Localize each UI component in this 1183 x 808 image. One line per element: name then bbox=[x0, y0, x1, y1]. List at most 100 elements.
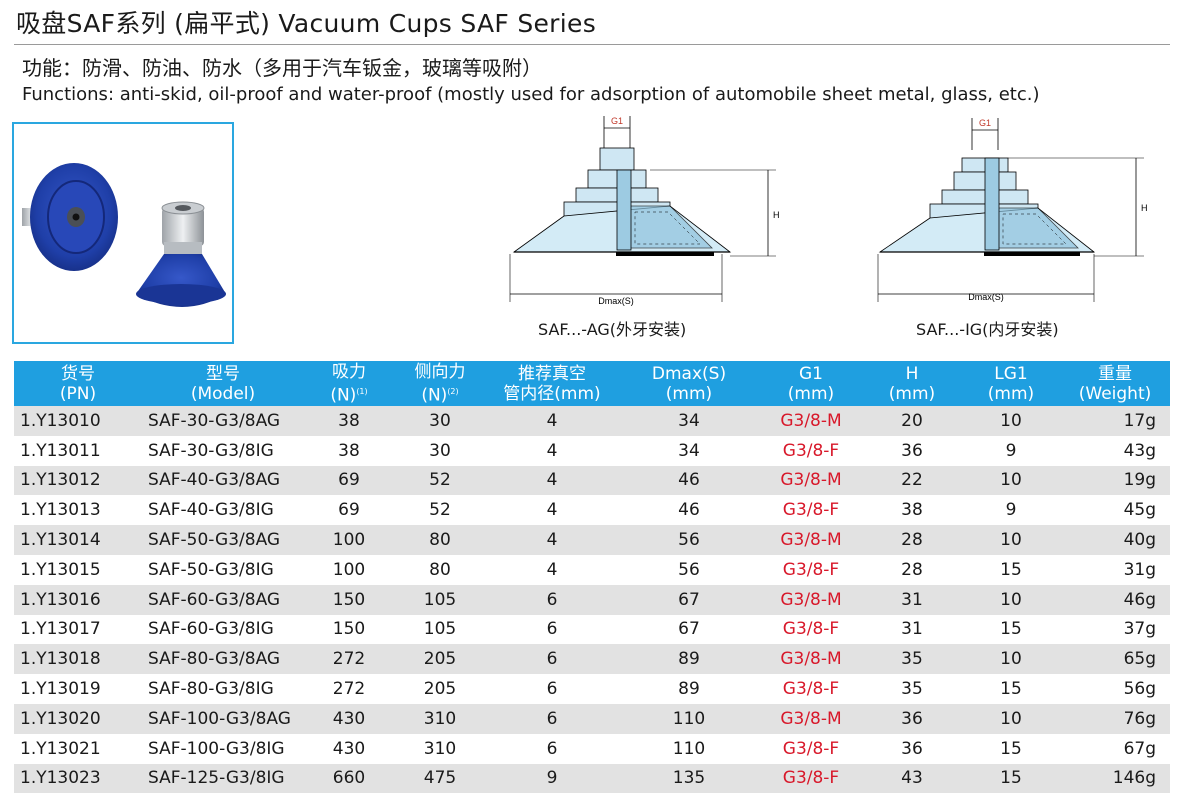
cell-lateral-force: 30 bbox=[394, 435, 486, 466]
cell-dmax: 34 bbox=[618, 435, 760, 466]
table-row: 1.Y13019 SAF-80-G3/8IG 272 205 6 89 G3/8-F 35 15… bbox=[14, 674, 1170, 704]
cell-suction-force: 660 bbox=[304, 763, 394, 794]
header-dmax: Dmax(S) (mm) bbox=[618, 361, 760, 406]
cell-dmax: 46 bbox=[618, 465, 760, 496]
cell-h: 20 bbox=[862, 406, 962, 436]
cell-lg1: 15 bbox=[962, 763, 1060, 794]
cell-dmax: 135 bbox=[618, 763, 760, 794]
header-suction-force-line2: (N)(1) bbox=[330, 385, 368, 406]
cell-weight: 146g bbox=[1060, 763, 1170, 794]
cell-dmax: 56 bbox=[618, 554, 760, 585]
cell-lg1: 10 bbox=[962, 703, 1060, 734]
cell-weight: 65g bbox=[1060, 644, 1170, 675]
header-lateral-force-line2: (N)(2) bbox=[421, 385, 459, 406]
cell-h: 31 bbox=[862, 584, 962, 615]
cell-lg1: 9 bbox=[962, 435, 1060, 466]
cell-h: 36 bbox=[862, 703, 962, 734]
cell-lg1: 10 bbox=[962, 465, 1060, 496]
cell-lg1: 15 bbox=[962, 614, 1060, 645]
cell-suction-force: 430 bbox=[304, 703, 394, 734]
cell-g1: G3/8-M bbox=[760, 584, 862, 615]
g1-label: G1 bbox=[979, 118, 991, 128]
cell-g1: G3/8-F bbox=[760, 495, 862, 526]
table-row: 1.Y13011 SAF-30-G3/8IG 38 30 4 34 G3/8-F 36 9 43g bbox=[14, 435, 1170, 466]
header-weight-line1: 重量 bbox=[1098, 363, 1132, 384]
cell-suction-force: 272 bbox=[304, 644, 394, 675]
header-tube-id-line1: 推荐真空 bbox=[518, 363, 586, 384]
cell-suction-force: 272 bbox=[304, 674, 394, 704]
threaded-fitting bbox=[162, 208, 204, 246]
cell-h: 35 bbox=[862, 644, 962, 675]
cell-tube-id: 4 bbox=[486, 435, 618, 466]
cell-pn: 1.Y13020 bbox=[14, 703, 142, 734]
cell-model: SAF-60-G3/8IG bbox=[142, 614, 304, 645]
cell-tube-id: 6 bbox=[486, 644, 618, 675]
g1-label: G1 bbox=[611, 116, 623, 126]
header-g1-line2: (mm) bbox=[787, 383, 835, 404]
cell-model: SAF-40-G3/8AG bbox=[142, 465, 304, 496]
cell-model: SAF-100-G3/8IG bbox=[142, 733, 304, 764]
cell-g1: G3/8-F bbox=[760, 614, 862, 645]
table-row: 1.Y13010 SAF-30-G3/8AG 38 30 4 34 G3/8-M 20 10 17… bbox=[14, 406, 1170, 436]
cell-suction-force: 69 bbox=[304, 495, 394, 526]
cell-weight: 56g bbox=[1060, 674, 1170, 704]
cell-model: SAF-125-G3/8IG bbox=[142, 763, 304, 794]
cell-suction-force: 38 bbox=[304, 406, 394, 436]
dmax-label: Dmax(S) bbox=[968, 292, 1004, 302]
cell-lateral-force: 52 bbox=[394, 495, 486, 526]
cell-g1: G3/8-F bbox=[760, 733, 862, 764]
cell-pn: 1.Y13016 bbox=[14, 584, 142, 615]
cell-weight: 40g bbox=[1060, 525, 1170, 555]
cell-dmax: 46 bbox=[618, 495, 760, 526]
cell-lateral-force: 105 bbox=[394, 584, 486, 615]
cell-dmax: 67 bbox=[618, 614, 760, 645]
cell-dmax: 89 bbox=[618, 674, 760, 704]
header-suction-force-footnote: (1) bbox=[356, 386, 368, 396]
cell-tube-id: 9 bbox=[486, 763, 618, 794]
cell-weight: 45g bbox=[1060, 495, 1170, 526]
cell-dmax: 67 bbox=[618, 584, 760, 615]
cell-dmax: 56 bbox=[618, 525, 760, 555]
cell-tube-id: 6 bbox=[486, 733, 618, 764]
vacuum-cup-photo-illustration bbox=[22, 163, 226, 307]
cell-tube-id: 4 bbox=[486, 554, 618, 585]
cell-pn: 1.Y13018 bbox=[14, 644, 142, 675]
table-row: 1.Y13018 SAF-80-G3/8AG 272 205 6 89 G3/8-M 35 10… bbox=[14, 644, 1170, 675]
cell-lateral-force: 52 bbox=[394, 465, 486, 496]
table-row: 1.Y13014 SAF-50-G3/8AG 100 80 4 56 G3/8-M 28 10 4… bbox=[14, 525, 1170, 555]
cell-suction-force: 150 bbox=[304, 614, 394, 645]
header-lg1-line1: LG1 bbox=[994, 363, 1028, 384]
cell-lateral-force: 310 bbox=[394, 703, 486, 734]
cell-pn: 1.Y13013 bbox=[14, 495, 142, 526]
product-photo bbox=[12, 122, 234, 344]
cell-g1: G3/8-M bbox=[760, 525, 862, 555]
cell-suction-force: 150 bbox=[304, 584, 394, 615]
dmax-label: Dmax(S) bbox=[598, 296, 634, 306]
cell-pn: 1.Y13017 bbox=[14, 614, 142, 645]
cell-pn: 1.Y13023 bbox=[14, 763, 142, 794]
header-pn: 货号 (PN) bbox=[14, 361, 142, 406]
cell-tube-id: 6 bbox=[486, 584, 618, 615]
ig-caption: SAF...-IG(内牙安装) bbox=[916, 320, 1059, 339]
cell-pn: 1.Y13011 bbox=[14, 435, 142, 466]
cell-suction-force: 430 bbox=[304, 733, 394, 764]
cell-g1: G3/8-F bbox=[760, 554, 862, 585]
cell-tube-id: 6 bbox=[486, 614, 618, 645]
cell-tube-id: 6 bbox=[486, 674, 618, 704]
header-weight: 重量 (Weight) bbox=[1060, 361, 1170, 406]
cell-lg1: 10 bbox=[962, 525, 1060, 555]
header-pn-line2: (PN) bbox=[59, 383, 97, 404]
cell-lateral-force: 205 bbox=[394, 644, 486, 675]
cell-g1: G3/8-F bbox=[760, 435, 862, 466]
cell-model: SAF-40-G3/8IG bbox=[142, 495, 304, 526]
table-row: 1.Y13015 SAF-50-G3/8IG 100 80 4 56 G3/8-F 28 15 3… bbox=[14, 554, 1170, 585]
header-g1: G1 (mm) bbox=[760, 361, 862, 406]
cell-tube-id: 6 bbox=[486, 703, 618, 734]
header-h-line1: H bbox=[905, 363, 919, 384]
cell-model: SAF-30-G3/8IG bbox=[142, 435, 304, 466]
cell-weight: 19g bbox=[1060, 465, 1170, 496]
cell-pn: 1.Y13012 bbox=[14, 465, 142, 496]
header-tube-id-line2: 管内径(mm) bbox=[503, 383, 601, 404]
cell-tube-id: 4 bbox=[486, 465, 618, 496]
header-dmax-line2: (mm) bbox=[665, 383, 713, 404]
